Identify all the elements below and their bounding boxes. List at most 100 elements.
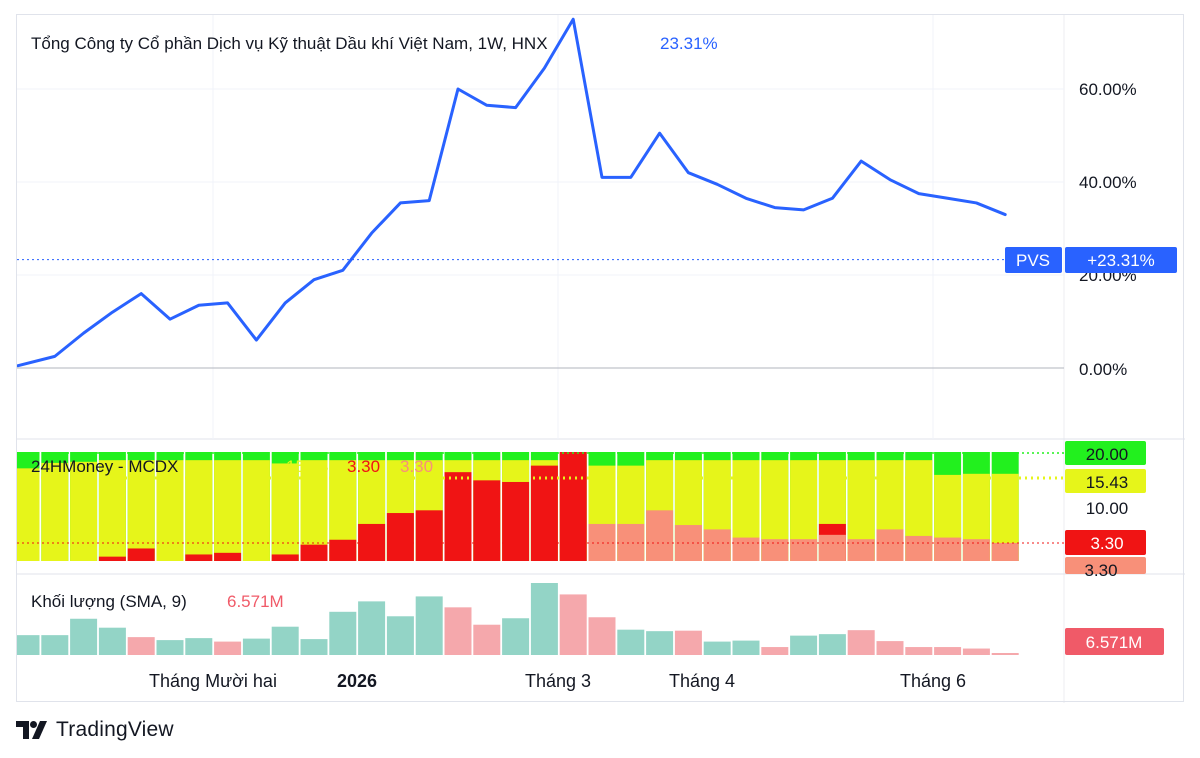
price-axis-label: 40.00%: [1079, 173, 1137, 192]
mcdx-yellow-bar: [98, 460, 126, 561]
volume-bar: [12, 635, 40, 655]
volume-bar: [876, 641, 904, 655]
mcdx-title: 24HMoney - MCDX: [31, 457, 178, 476]
mcdx-salmon-bar: [905, 535, 933, 561]
mcdx-red-bar: [214, 552, 242, 561]
volume-bar: [473, 624, 501, 655]
mcdx-legend-value: 15.43: [286, 457, 329, 476]
mcdx-tag-1543-label: 15.43: [1086, 473, 1129, 492]
mcdx-red-bar: [415, 510, 443, 561]
volume-bar: [674, 630, 702, 655]
volume-bar: [530, 583, 558, 655]
tradingview-logo-text: TradingView: [56, 718, 174, 741]
volume-bar: [70, 618, 98, 655]
tradingview-logo-icon: [16, 721, 47, 739]
mcdx-red-bar: [444, 472, 472, 561]
mcdx-red-bar: [358, 523, 386, 561]
volume-tag: [1065, 628, 1164, 655]
volume-bar: [156, 640, 184, 655]
mcdx-bars: [12, 452, 1064, 561]
grid-lines: [17, 15, 1064, 439]
mcdx-tag-20: [1065, 441, 1146, 465]
mcdx-red-bar: [473, 480, 501, 561]
chart-title: Tổng Công ty Cổ phần Dịch vụ Kỹ thuật Dầ…: [31, 34, 548, 53]
chart-change: 23.31%: [660, 34, 718, 53]
volume-bar: [502, 618, 530, 655]
chart-canvas[interactable]: Tổng Công ty Cổ phần Dịch vụ Kỹ thuật Dầ…: [12, 15, 1185, 703]
mcdx-salmon-bar: [818, 534, 846, 561]
volume-bar: [962, 648, 990, 655]
mcdx-salmon-bar: [934, 537, 962, 561]
mcdx-salmon-bar: [847, 539, 875, 561]
mcdx-yellow-bar: [242, 460, 270, 561]
mcdx-salmon-bar: [588, 523, 616, 561]
volume-bar: [444, 607, 472, 655]
volume-bar: [242, 638, 270, 655]
volume-bar: [617, 629, 645, 655]
mcdx-tag-330-red-label: 3.30: [1090, 534, 1123, 553]
mcdx-yellow-bar: [214, 460, 242, 561]
volume-bar: [98, 627, 126, 655]
price-axis-label: 60.00%: [1079, 80, 1137, 99]
volume-title: Khối lượng (SMA, 9): [31, 592, 187, 611]
mcdx-red-bar: [271, 554, 299, 561]
time-axis-label: Tháng 6: [900, 671, 966, 691]
mcdx-salmon-bar: [962, 539, 990, 561]
mcdx-salmon-bar: [991, 543, 1019, 561]
mcdx-tag-20-label: 20.00: [1086, 445, 1129, 464]
mcdx-salmon-bar: [790, 539, 818, 561]
mcdx-red-bar: [185, 554, 213, 561]
mcdx-salmon-bar: [703, 529, 731, 561]
volume-bar: [934, 647, 962, 655]
volume-bar: [991, 653, 1019, 655]
volume-legend-value: 6.571M: [227, 592, 284, 611]
chart-frame: Tổng Công ty Cổ phần Dịch vụ Kỹ thuật Dầ…: [12, 14, 1185, 703]
volume-bar: [386, 616, 414, 655]
mcdx-red-bar: [559, 452, 587, 561]
volume-bar: [732, 640, 760, 655]
volume-bar: [41, 635, 69, 655]
mcdx-yellow-bar: [271, 463, 299, 561]
volume-bar: [271, 626, 299, 655]
mcdx-red-bar: [127, 548, 155, 561]
mcdx-tag-330-salmon-label: 3.30: [1084, 561, 1117, 580]
mcdx-axis-label-10: 10.00: [1086, 499, 1129, 518]
time-axis-label: Tháng 3: [525, 671, 591, 691]
mcdx-red-bar: [530, 465, 558, 561]
volume-bar: [300, 639, 328, 655]
price-axis-label: 0.00%: [1079, 360, 1127, 379]
mcdx-salmon-bar: [732, 537, 760, 561]
mcdx-salmon-bar: [761, 539, 789, 561]
volume-bar: [329, 611, 357, 655]
mcdx-yellow-bar: [12, 468, 40, 561]
volume-bar: [703, 641, 731, 655]
volume-bar: [127, 637, 155, 655]
mcdx-salmon-bar: [876, 529, 904, 561]
volume-bar: [905, 647, 933, 655]
volume-bar: [415, 596, 443, 655]
reference-lines: [17, 259, 1064, 369]
volume-bar: [818, 634, 846, 655]
time-axis-label: Tháng 4: [669, 671, 735, 691]
mcdx-red-bar: [502, 481, 530, 561]
volume-tag-label: 6.571M: [1086, 633, 1143, 652]
mcdx-legend-value: 3.30: [400, 457, 433, 476]
volume-bar: [646, 631, 674, 655]
volume-bars: [12, 583, 1019, 655]
volume-bar: [761, 647, 789, 655]
symbol-tag-label: PVS: [1016, 251, 1050, 270]
mcdx-red-bar: [386, 513, 414, 561]
time-axis-label: 2026: [337, 671, 377, 691]
mcdx-tag-330-red: [1065, 530, 1146, 555]
mcdx-tag-1543: [1065, 469, 1146, 493]
volume-bar: [588, 617, 616, 655]
symbol-tag[interactable]: [1005, 247, 1062, 273]
tradingview-logo[interactable]: TradingView: [16, 716, 174, 744]
mcdx-red-bar: [329, 539, 357, 561]
time-axis-label: Tháng Mười hai: [149, 671, 277, 691]
mcdx-red-bar: [300, 544, 328, 561]
last-value-tag: [1065, 247, 1177, 273]
last-value-tag-label: +23.31%: [1087, 251, 1155, 270]
volume-bar: [790, 635, 818, 655]
volume-bar: [847, 630, 875, 655]
